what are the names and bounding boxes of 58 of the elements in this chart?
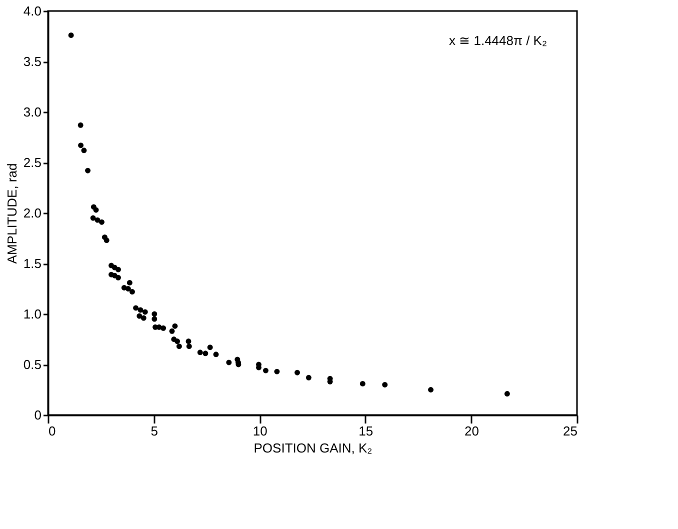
- point: [197, 350, 203, 356]
- point: [78, 122, 84, 128]
- y-tick-label: 1.0: [23, 306, 42, 322]
- point: [176, 344, 182, 350]
- point: [140, 315, 146, 321]
- point: [160, 325, 166, 331]
- point: [68, 32, 74, 38]
- point: [186, 344, 192, 350]
- x-tick-label: 15: [358, 424, 374, 438]
- point: [116, 274, 121, 280]
- point: [504, 391, 510, 397]
- point: [125, 286, 131, 292]
- point: [133, 305, 139, 311]
- point: [126, 280, 132, 286]
- point: [226, 360, 232, 366]
- point: [93, 207, 99, 213]
- y-tick-label: 2.5: [23, 155, 42, 170]
- y-tick-label: 0: [34, 408, 42, 422]
- y-tick-label: 4.0: [23, 4, 42, 18]
- y-axis-title: AMPLITUDE, rad: [4, 163, 20, 264]
- point: [152, 311, 158, 317]
- annotation: x ≅ 1.4448π / K₂: [448, 33, 548, 48]
- point: [274, 368, 280, 374]
- point: [78, 142, 84, 148]
- point: [152, 316, 158, 322]
- point: [90, 215, 96, 221]
- point: [85, 168, 91, 174]
- point: [174, 338, 180, 344]
- point: [186, 338, 192, 344]
- y-tick-label: 3.5: [23, 54, 42, 69]
- y-tick-label: 1.5: [23, 256, 42, 271]
- x-tick-label: 25: [563, 424, 578, 438]
- point: [207, 344, 213, 350]
- y-tick-label: 2.0: [23, 206, 42, 220]
- y-tick-label: 0.5: [23, 357, 42, 372]
- point: [142, 309, 148, 315]
- x-tick-label: 10: [252, 424, 268, 438]
- point: [116, 266, 121, 272]
- point: [172, 323, 178, 329]
- x-tick-label: 0: [48, 424, 56, 438]
- point: [104, 238, 110, 244]
- x-tick-label: 20: [464, 424, 479, 438]
- point: [138, 307, 144, 313]
- point: [306, 374, 312, 380]
- point: [81, 148, 87, 154]
- point: [360, 380, 366, 386]
- x-axis-title: POSITION GAIN, K₂: [254, 440, 372, 456]
- point: [99, 219, 104, 225]
- point: [129, 289, 135, 295]
- point: [202, 350, 208, 356]
- point: [169, 328, 175, 334]
- y-tick-label: 3.0: [23, 104, 42, 120]
- point: [294, 370, 300, 376]
- point: [213, 352, 219, 358]
- point: [428, 387, 434, 392]
- point: [382, 382, 388, 388]
- point: [262, 368, 268, 374]
- x-tick-label: 5: [150, 424, 158, 438]
